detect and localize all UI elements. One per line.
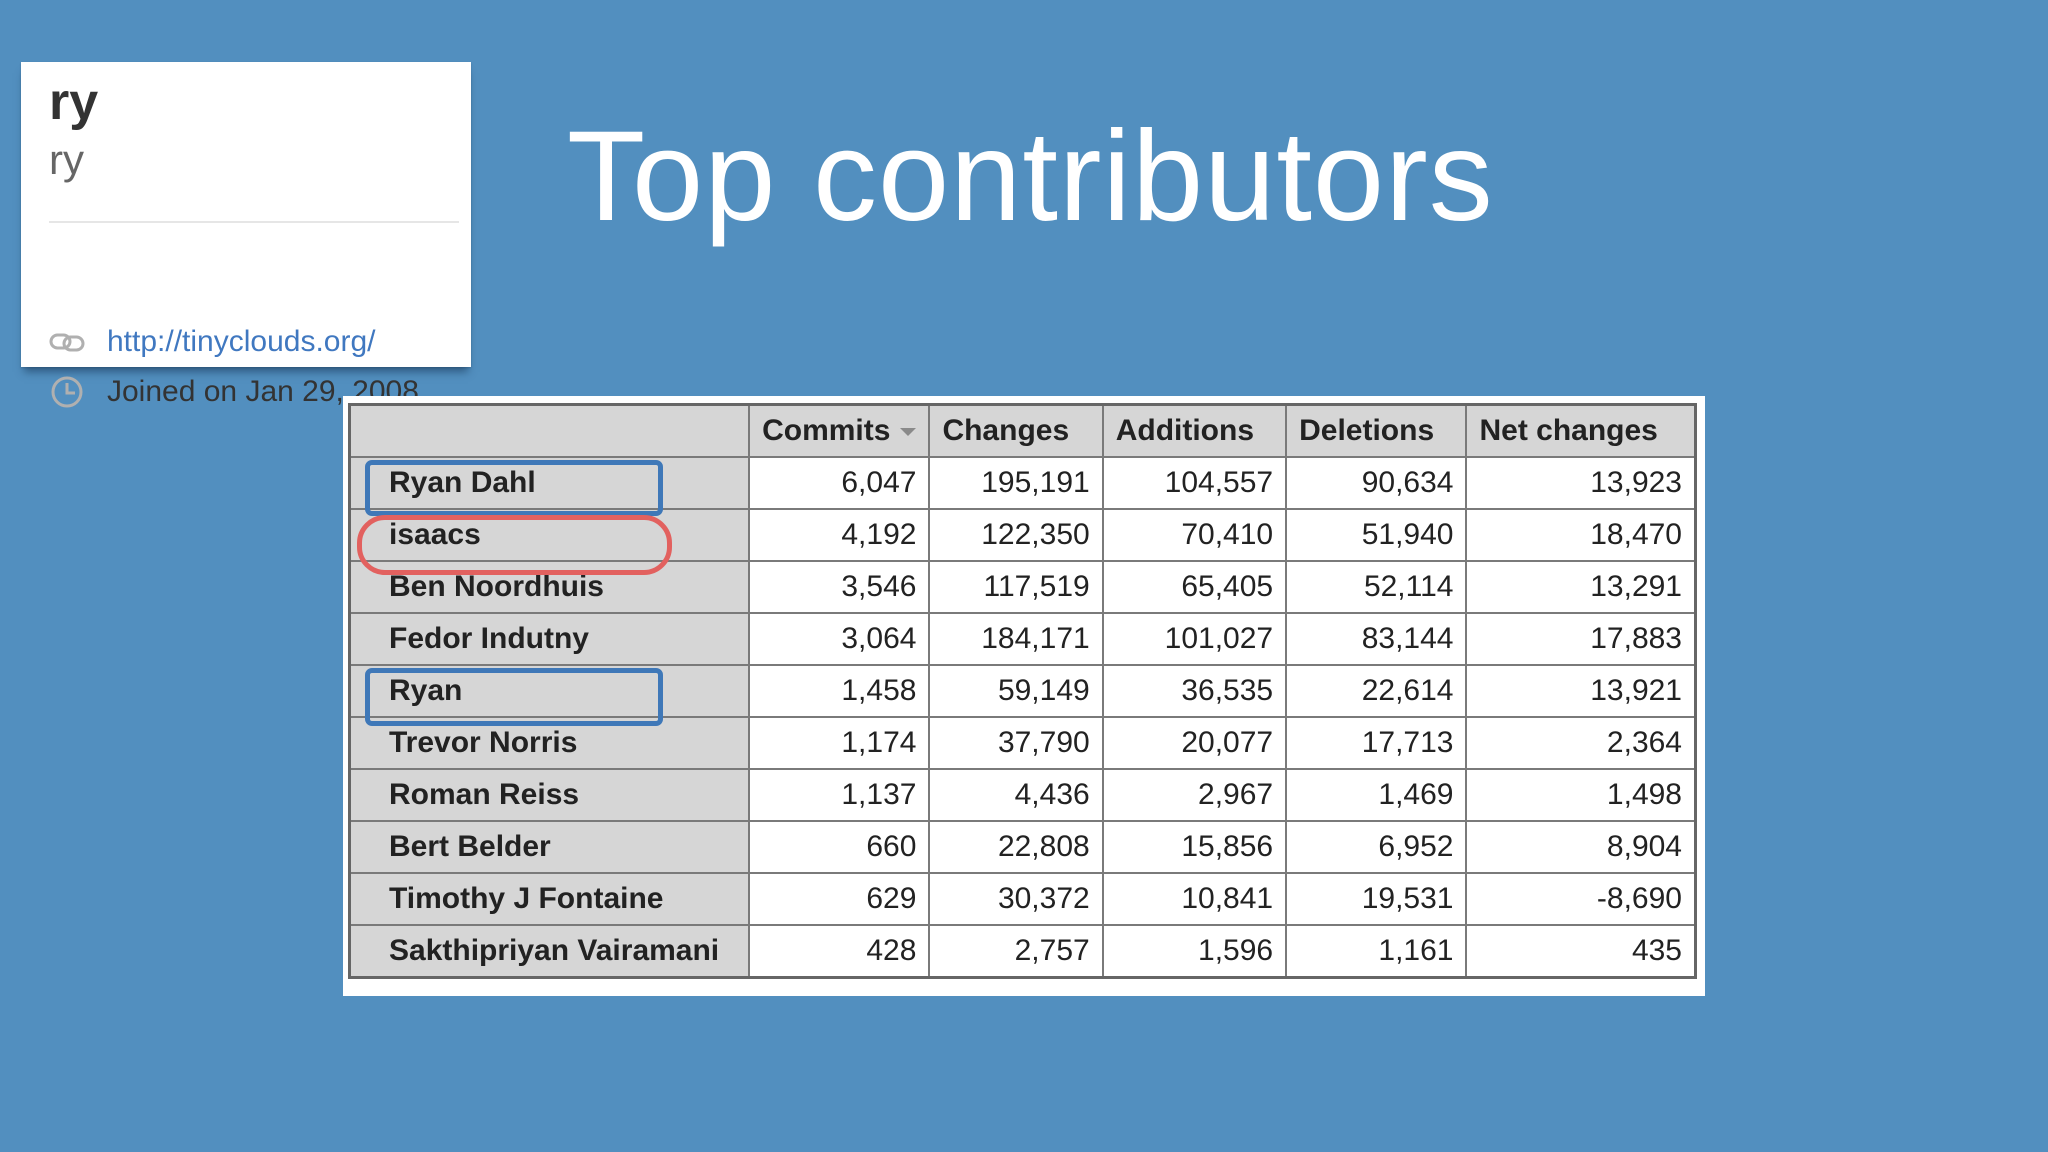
contributor-name: Roman Reiss — [348, 768, 751, 822]
net-changes-cell: 13,921 — [1465, 664, 1697, 718]
changes-cell: 2,757 — [928, 924, 1104, 979]
commits-cell: 660 — [748, 820, 931, 874]
deletions-cell: 90,634 — [1285, 456, 1468, 510]
contributor-name: Ben Noordhuis — [348, 560, 751, 614]
net-changes-cell: 435 — [1465, 924, 1697, 979]
profile-username: ry — [49, 73, 99, 131]
table-row: Trevor Norris 1,174 37,790 20,077 17,713… — [348, 716, 1697, 770]
additions-cell: 10,841 — [1101, 872, 1288, 926]
net-changes-cell: 18,470 — [1465, 508, 1697, 562]
additions-cell: 36,535 — [1101, 664, 1288, 718]
table-row: Ben Noordhuis 3,546 117,519 65,405 52,11… — [348, 560, 1697, 614]
changes-cell: 59,149 — [928, 664, 1104, 718]
link-icon — [49, 324, 85, 360]
table-row: isaacs 4,192 122,350 70,410 51,940 18,47… — [348, 508, 1697, 562]
clock-icon — [49, 374, 85, 410]
net-changes-cell: 13,923 — [1465, 456, 1697, 510]
contributors-table-frame: Commits Changes Additions Deletions Net … — [343, 396, 1705, 996]
column-header-net-changes[interactable]: Net changes — [1465, 403, 1697, 458]
net-changes-cell: 8,904 — [1465, 820, 1697, 874]
profile-link[interactable]: http://tinyclouds.org/ — [107, 325, 376, 358]
table-row: Ryan 1,458 59,149 36,535 22,614 13,921 — [348, 664, 1697, 718]
column-header-additions[interactable]: Additions — [1101, 403, 1288, 458]
deletions-cell: 17,713 — [1285, 716, 1468, 770]
commits-cell: 629 — [748, 872, 931, 926]
contributor-name: Ryan — [348, 664, 751, 718]
slide-title: Top contributors — [567, 105, 1494, 248]
commits-cell: 1,174 — [748, 716, 931, 770]
commits-cell: 3,546 — [748, 560, 931, 614]
net-changes-cell: 1,498 — [1465, 768, 1697, 822]
deletions-cell: 52,114 — [1285, 560, 1468, 614]
column-header-changes[interactable]: Changes — [928, 403, 1104, 458]
profile-link-row[interactable]: http://tinyclouds.org/ — [49, 322, 459, 362]
changes-cell: 122,350 — [928, 508, 1104, 562]
additions-cell: 20,077 — [1101, 716, 1288, 770]
additions-cell: 15,856 — [1101, 820, 1288, 874]
deletions-cell: 19,531 — [1285, 872, 1468, 926]
additions-cell: 104,557 — [1101, 456, 1288, 510]
contributors-table: Commits Changes Additions Deletions Net … — [348, 403, 1697, 979]
commits-cell: 3,064 — [748, 612, 931, 666]
column-header-label: Commits — [762, 414, 891, 447]
contributor-name: Ryan Dahl — [348, 456, 751, 510]
additions-cell: 70,410 — [1101, 508, 1288, 562]
table-row: Timothy J Fontaine 629 30,372 10,841 19,… — [348, 872, 1697, 926]
additions-cell: 1,596 — [1101, 924, 1288, 979]
table-row: Roman Reiss 1,137 4,436 2,967 1,469 1,49… — [348, 768, 1697, 822]
table-header-row: Commits Changes Additions Deletions Net … — [348, 403, 1697, 458]
sort-desc-icon — [900, 428, 917, 437]
contributor-name: Sakthipriyan Vairamani — [348, 924, 751, 979]
deletions-cell: 51,940 — [1285, 508, 1468, 562]
changes-cell: 37,790 — [928, 716, 1104, 770]
column-header-deletions[interactable]: Deletions — [1285, 403, 1468, 458]
commits-cell: 1,137 — [748, 768, 931, 822]
contributor-name: Bert Belder — [348, 820, 751, 874]
changes-cell: 30,372 — [928, 872, 1104, 926]
contributor-name: Fedor Indutny — [348, 612, 751, 666]
changes-cell: 22,808 — [928, 820, 1104, 874]
deletions-cell: 1,469 — [1285, 768, 1468, 822]
deletions-cell: 6,952 — [1285, 820, 1468, 874]
profile-card: ry ry http://tinyclouds.org/ Joined on J… — [21, 62, 471, 408]
table-row: Ryan Dahl 6,047 195,191 104,557 90,634 1… — [348, 456, 1697, 510]
contributor-name: isaacs — [348, 508, 751, 562]
net-changes-cell: 13,291 — [1465, 560, 1697, 614]
changes-cell: 4,436 — [928, 768, 1104, 822]
commits-cell: 6,047 — [748, 456, 931, 510]
contributor-name: Trevor Norris — [348, 716, 751, 770]
additions-cell: 2,967 — [1101, 768, 1288, 822]
table-row: Sakthipriyan Vairamani 428 2,757 1,596 1… — [348, 924, 1697, 979]
changes-cell: 117,519 — [928, 560, 1104, 614]
column-header-commits[interactable]: Commits — [748, 403, 931, 458]
commits-cell: 1,458 — [748, 664, 931, 718]
commits-cell: 428 — [748, 924, 931, 979]
deletions-cell: 1,161 — [1285, 924, 1468, 979]
net-changes-cell: -8,690 — [1465, 872, 1697, 926]
column-header-name — [348, 403, 751, 458]
net-changes-cell: 17,883 — [1465, 612, 1697, 666]
deletions-cell: 83,144 — [1285, 612, 1468, 666]
profile-login: ry — [49, 136, 84, 183]
changes-cell: 195,191 — [928, 456, 1104, 510]
table-row: Bert Belder 660 22,808 15,856 6,952 8,90… — [348, 820, 1697, 874]
additions-cell: 65,405 — [1101, 560, 1288, 614]
table-row: Fedor Indutny 3,064 184,171 101,027 83,1… — [348, 612, 1697, 666]
deletions-cell: 22,614 — [1285, 664, 1468, 718]
contributor-name: Timothy J Fontaine — [348, 872, 751, 926]
changes-cell: 184,171 — [928, 612, 1104, 666]
net-changes-cell: 2,364 — [1465, 716, 1697, 770]
commits-cell: 4,192 — [748, 508, 931, 562]
additions-cell: 101,027 — [1101, 612, 1288, 666]
profile-divider — [49, 221, 459, 223]
